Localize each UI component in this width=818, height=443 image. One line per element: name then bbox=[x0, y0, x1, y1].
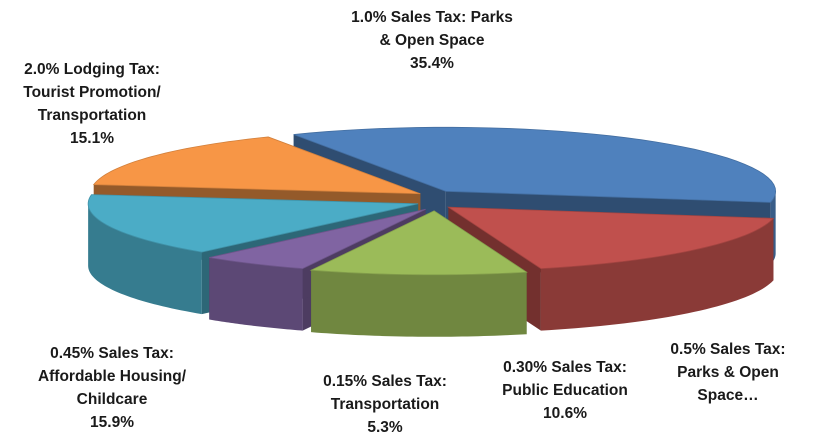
category-label: 1.0% Sales Tax: Parks & Open Space bbox=[351, 9, 513, 49]
slice bbox=[293, 126, 777, 203]
value-label: 35.4% bbox=[410, 55, 454, 72]
category-label: 0.30% Sales Tax: Public Education bbox=[502, 359, 628, 399]
category-label: 2.0% Lodging Tax: Tourist Promotion/ Tra… bbox=[23, 61, 161, 124]
slice-label: 0.15% Sales Tax: Transportation 5.3% bbox=[323, 370, 447, 439]
slice-label: 0.45% Sales Tax: Affordable Housing/ Chi… bbox=[38, 342, 186, 434]
value-label: 15.9% bbox=[90, 414, 134, 431]
slice-label: 0.5% Sales Tax: Parks & Open Space… bbox=[670, 338, 785, 407]
slice-side bbox=[311, 270, 527, 337]
slice-label: 2.0% Lodging Tax: Tourist Promotion/ Tra… bbox=[23, 58, 160, 150]
slice bbox=[209, 208, 426, 270]
category-label: 0.15% Sales Tax: Transportation bbox=[323, 373, 447, 413]
value-label: 10.6% bbox=[543, 405, 587, 422]
slice-label: 1.0% Sales Tax: Parks & Open Space 35.4% bbox=[351, 6, 513, 75]
slice bbox=[447, 206, 775, 270]
category-label: 0.5% Sales Tax: Parks & Open Space… bbox=[670, 341, 786, 404]
slice bbox=[309, 210, 528, 276]
value-label: 15.1% bbox=[70, 130, 114, 147]
category-label: 0.45% Sales Tax: Affordable Housing/ Chi… bbox=[37, 345, 187, 408]
slice-side bbox=[88, 203, 202, 315]
slice-side bbox=[540, 218, 774, 331]
slice-side bbox=[209, 257, 303, 331]
slice bbox=[92, 136, 421, 195]
slice-label: 0.30% Sales Tax: Public Education 10.6% bbox=[502, 356, 628, 425]
slice bbox=[87, 194, 419, 253]
value-label: 5.3% bbox=[367, 419, 403, 436]
